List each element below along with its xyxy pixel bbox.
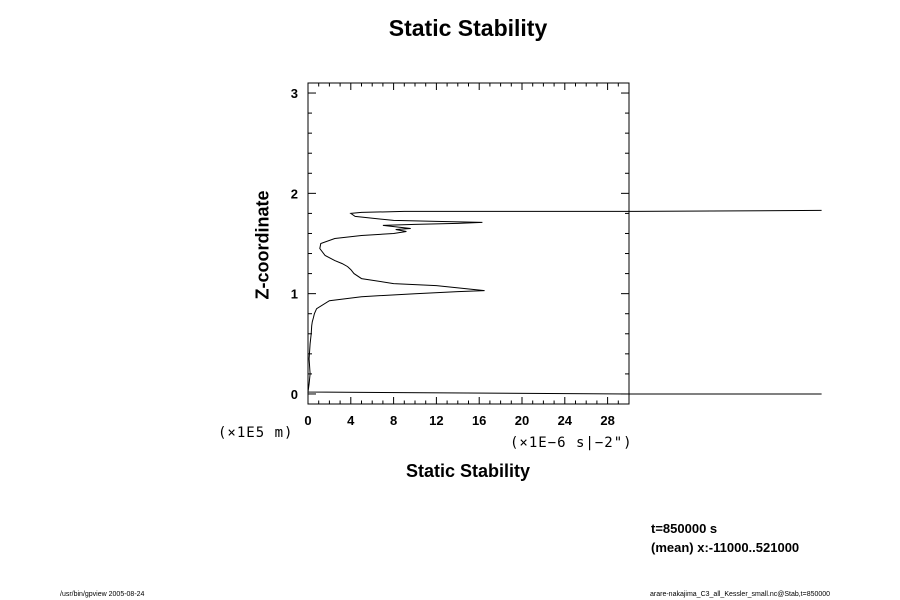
footer-source: arare-nakajima_C3_all_Kessler_small.nc@S…: [650, 591, 831, 598]
x-axis-unit: (×1E−6 s|−2"): [510, 435, 633, 451]
x-tick-label: 24: [558, 413, 573, 428]
x-tick-label: 12: [429, 413, 443, 428]
y-axis-label: Z-coordinate: [252, 190, 273, 300]
x-tick-label: 4: [347, 413, 355, 428]
curve-layer: [307, 209, 822, 395]
plot-frame: [307, 82, 630, 405]
time-info: t=850000 s: [651, 521, 718, 536]
footer-command: /usr/bin/gpview 2005-08-24: [60, 591, 145, 598]
y-tick-label: 1: [291, 287, 298, 302]
x-tick-label: 8: [390, 413, 397, 428]
y-tick-label: 3: [291, 86, 298, 101]
mean-range-info: (mean) x:-11000..521000: [651, 540, 800, 555]
y-axis-unit: (×1E5 m): [218, 425, 294, 441]
x-axis-label: Static Stability: [405, 461, 531, 481]
series-line-0: [307, 209, 822, 395]
x-tick-label: 16: [472, 413, 486, 428]
chart-title: Static Stability: [388, 15, 548, 41]
x-tick-label: 20: [515, 413, 529, 428]
x-tick-label: 28: [600, 413, 614, 428]
y-tick-label: 2: [291, 186, 298, 201]
y-tick-label: 0: [291, 387, 298, 402]
x-tick-label: 0: [304, 413, 311, 428]
